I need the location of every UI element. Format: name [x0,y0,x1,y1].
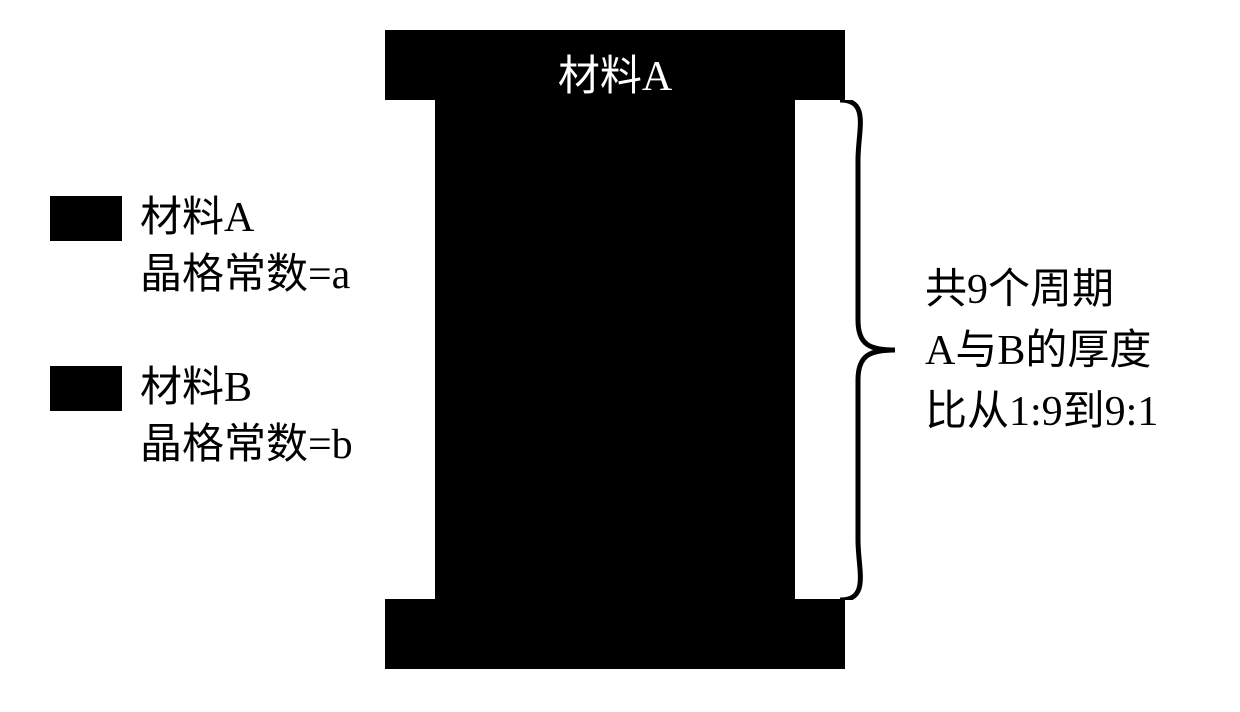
legend-a-line1: 材料A [140,190,350,247]
annotation-line3: 比从1:9到9:1 [925,382,1158,443]
legend-b-line1: 材料B [140,360,353,417]
layer-a-1 [435,200,795,211]
layer-b-2 [435,211,795,250]
diagram-canvas: 材料A 晶格常数=a 材料B 晶格常数=b 材料A 共9个周期 A与B的厚度 比… [0,0,1240,712]
layer-b-1 [435,155,795,199]
layer-a-7 [435,500,795,544]
layer-a-8 [435,549,795,599]
curly-brace [840,100,900,600]
layer-a-4 [435,350,795,378]
bottom-cap: 材料A [385,599,845,669]
legend-b-line2: 晶格常数=b [140,417,353,474]
annotation-text: 共9个周期 A与B的厚度 比从1:9到9:1 [925,260,1158,443]
annotation-line1: 共9个周期 [925,260,1158,321]
layer-a-6 [435,450,795,489]
layer-a-2 [435,250,795,267]
legend-entry-b: 材料B 晶格常数=b [50,360,353,473]
layer-a-5 [435,400,795,433]
layer-a-3 [435,300,795,322]
brace-path [840,100,895,600]
annotation-line2: A与B的厚度 [925,321,1158,382]
periodic-layers [435,100,795,599]
layer-b-0 [435,100,795,150]
layer-b-7 [435,488,795,499]
legend-a-line2: 晶格常数=a [140,247,350,304]
bottom-cap-label: 材料A [385,42,845,103]
legend-text-b: 材料B 晶格常数=b [140,360,353,473]
swatch-a [50,196,122,241]
layer-b-5 [435,377,795,399]
layer-b-6 [435,433,795,450]
legend-entry-a: 材料A 晶格常数=a [50,190,350,303]
legend-text-a: 材料A 晶格常数=a [140,190,350,303]
layer-b-4 [435,322,795,350]
layer-stack: 材料A [385,30,845,669]
layer-b-3 [435,266,795,299]
swatch-b [50,366,122,411]
